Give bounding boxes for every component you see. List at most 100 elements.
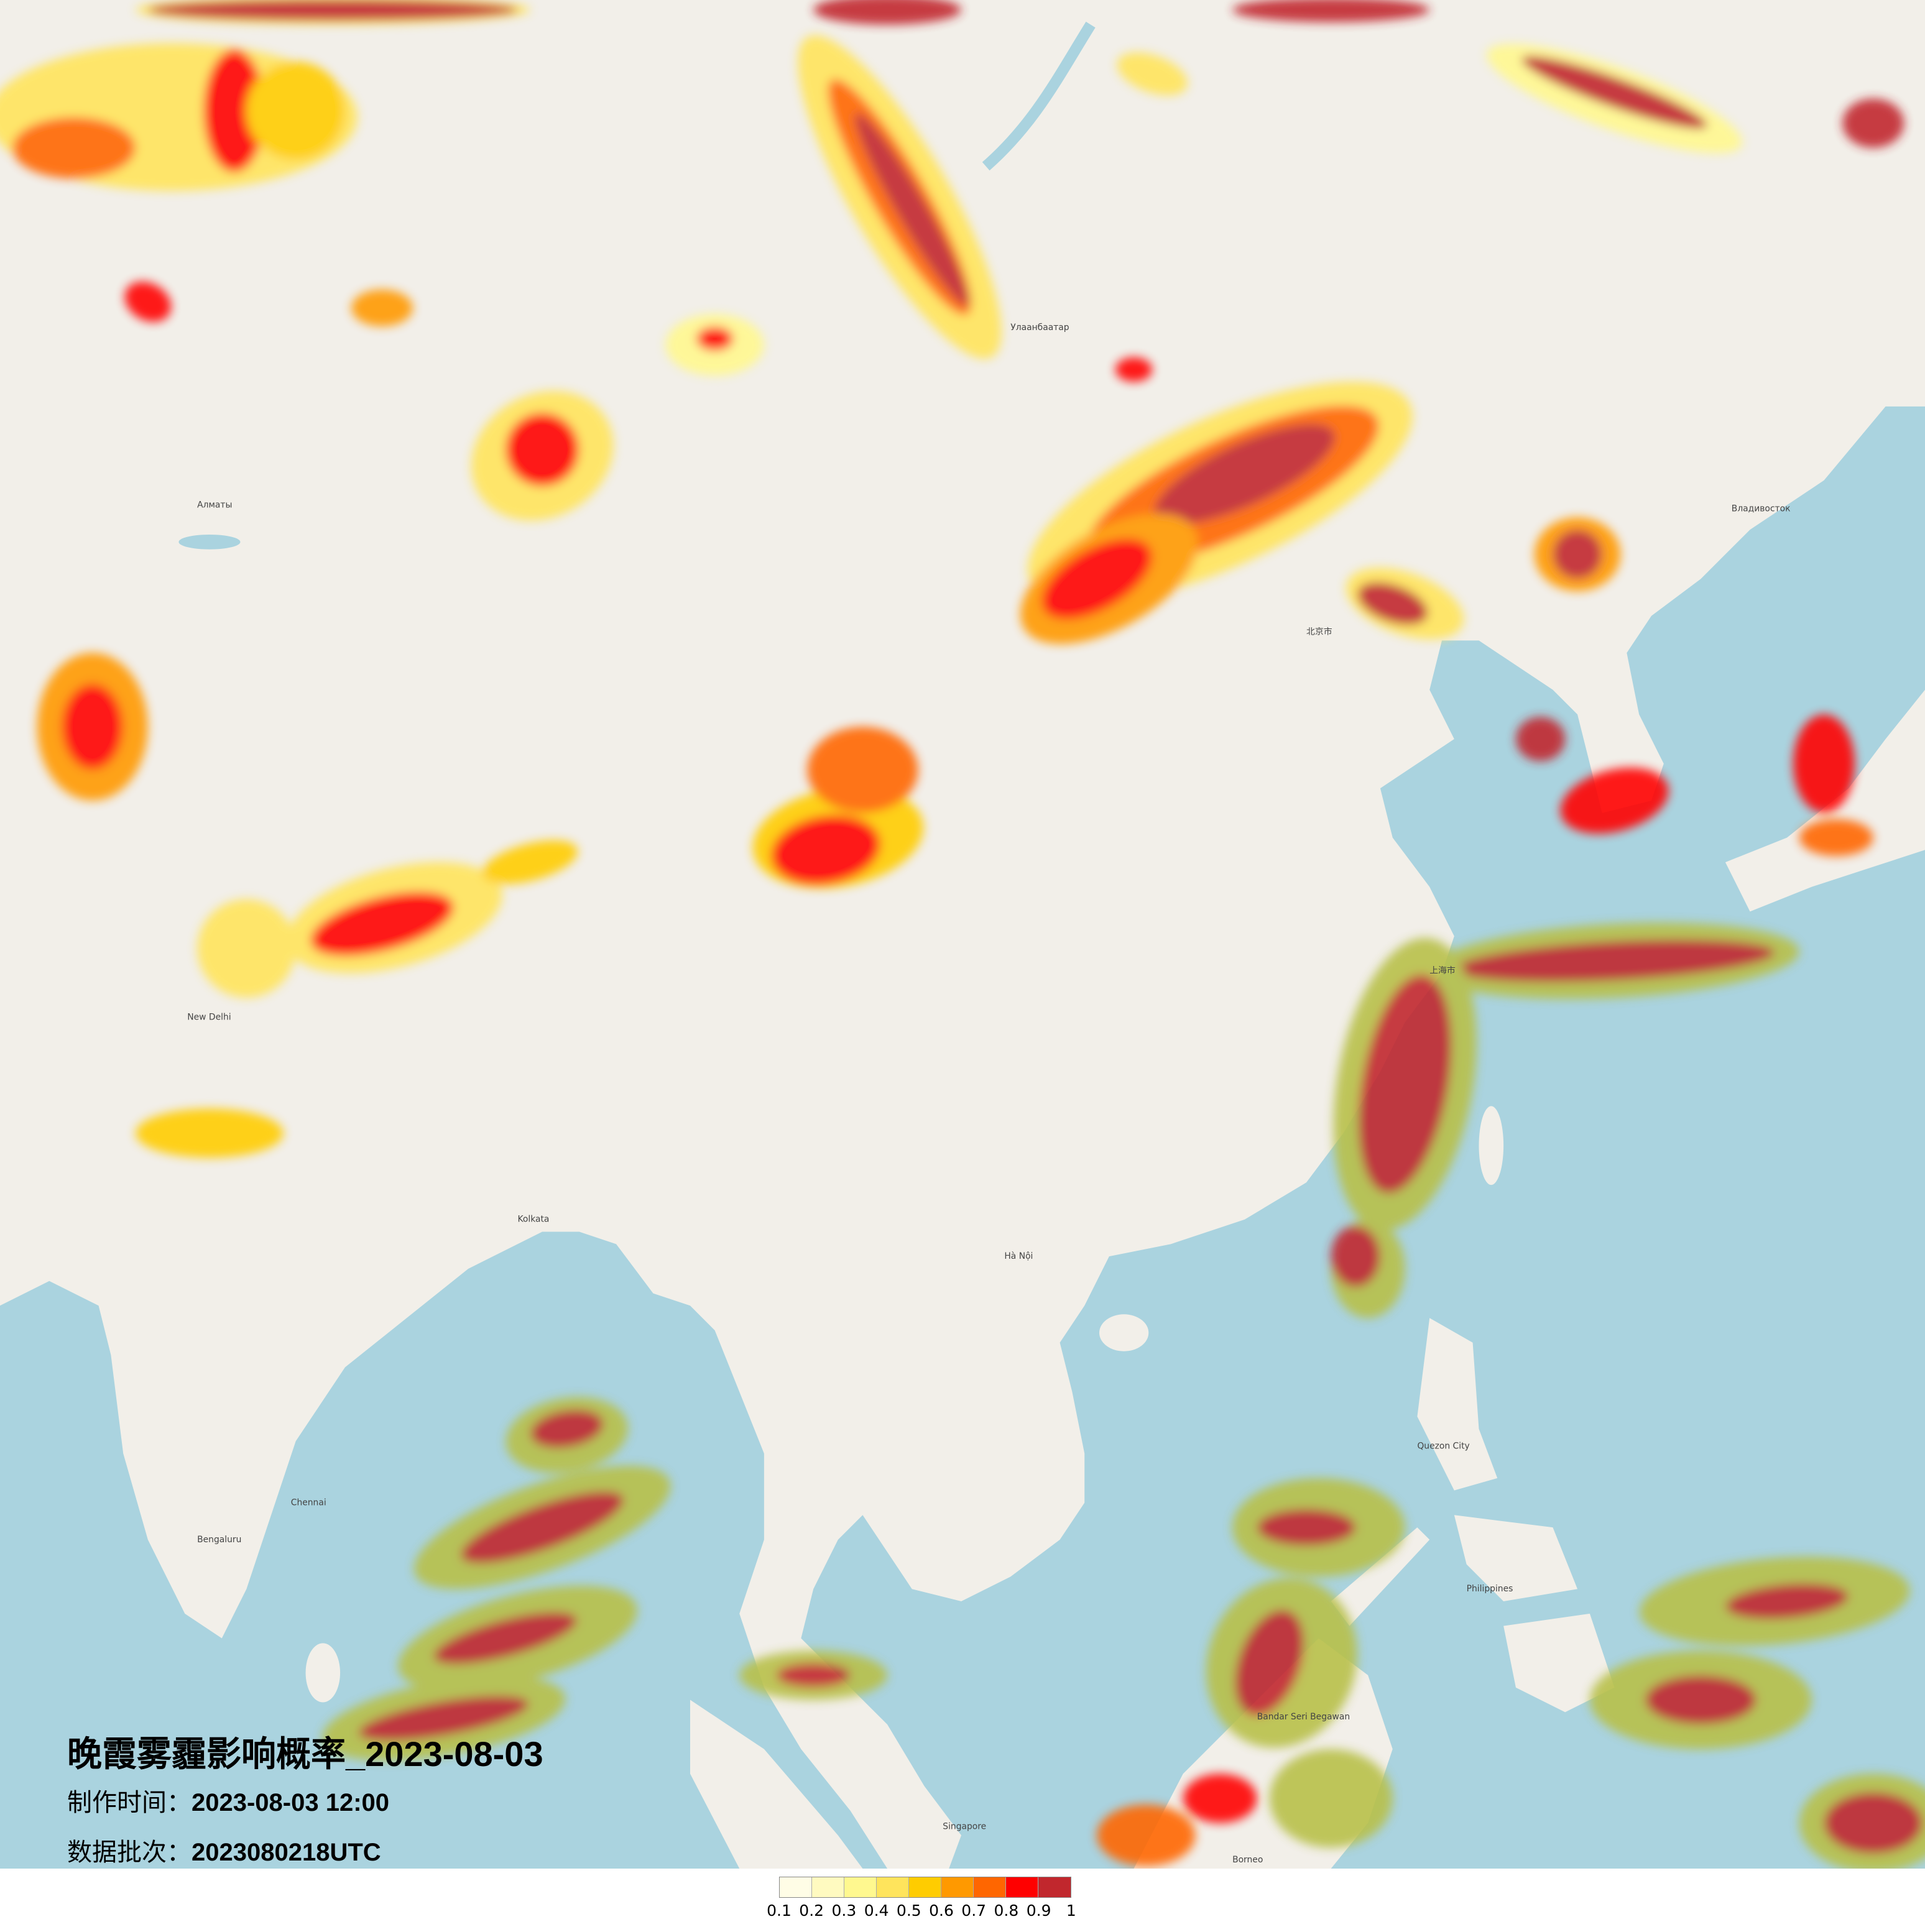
haze-probability-area [505,412,579,487]
legend-swatch [877,1877,909,1897]
city-label: Kolkata [517,1215,549,1225]
legend-label: 1 [1066,1902,1076,1920]
legend-bar [779,1877,1071,1898]
production-time-label: 制作时间： [67,1789,192,1816]
haze-probability-area [1183,1773,1257,1823]
legend-label: 0.8 [994,1902,1019,1920]
city-label: Алматы [197,500,232,510]
haze-probability-area [62,683,124,770]
legend-swatch [909,1877,941,1897]
map-title: 晚霞雾霾影响概率_2023-08-03 [67,1734,543,1773]
production-time-value: 2023-08-03 12:00 [192,1789,390,1816]
city-label: Singapore [943,1822,986,1832]
title-block: 晚霞雾霾影响概率_2023-08-03 制作时间：2023-08-03 12:0… [67,1734,543,1877]
haze-probability-area [433,1612,577,1665]
city-label: Владивосток [1732,504,1791,513]
haze-probability-area [1793,714,1855,813]
legend-swatch [844,1877,877,1897]
haze-probability-area [813,0,961,25]
haze-probability-area [807,727,918,813]
color-legend: 0.1 0.2 0.3 0.4 0.5 0.6 0.7 0.8 0.9 1 [767,1877,1076,1926]
haze-probability-area [124,281,172,322]
legend-swatch [941,1877,974,1897]
haze-probability-area [147,0,518,21]
legend-swatch [974,1877,1006,1897]
city-label: 北京市 [1306,626,1332,637]
data-batch-label: 数据批次： [67,1839,192,1866]
haze-probability-area [1842,98,1904,148]
haze-probability-area [197,899,296,998]
legend-label: 0.1 [767,1902,792,1920]
haze-probability-area [310,891,454,957]
data-batch: 数据批次：2023080218UTC [67,1828,543,1877]
map[interactable]: Алматы Улаанбаатар New Delhi Kolkata Chennai… [0,0,1925,1869]
haze-probability-area [1269,1749,1393,1848]
legend-label: 0.4 [864,1902,889,1920]
haze-probability-area [1560,767,1669,834]
haze-probability-area [1117,52,1188,96]
haze-probability-area [1358,974,1452,1194]
data-batch-value: 2023080218UTC [192,1839,381,1866]
city-label: 上海市 [1429,965,1456,975]
haze-probability-area [1041,538,1153,620]
haze-probability-area [482,840,578,885]
haze-probability-area [1515,717,1566,761]
legend-swatch [812,1877,844,1897]
legend-label: 0.5 [896,1902,921,1920]
haze-probability-area [1097,1804,1196,1867]
haze-probability-area [1331,1225,1380,1287]
haze-probability-area [776,1663,851,1688]
city-label: Hà Nội [1004,1251,1033,1261]
haze-probability-area [136,1108,284,1158]
sri-lanka [305,1643,341,1703]
legend-label: 0.2 [799,1902,824,1920]
city-label: Bandar Seri Begawan [1257,1712,1350,1722]
legend-label: 0.3 [831,1902,857,1920]
taiwan [1479,1106,1504,1185]
city-label: Borneo [1232,1855,1263,1865]
legend-label: 0.9 [1026,1902,1051,1920]
haze-probability-area [855,113,969,306]
haze-probability-area [1234,1609,1304,1716]
production-time: 制作时间：2023-08-03 12:00 [67,1778,543,1828]
city-label: Bengaluru [197,1535,241,1545]
haze-probability-area [1115,357,1153,382]
mindanao [1503,1613,1615,1713]
city-label: Улаанбаатар [1010,323,1069,333]
haze-probability-area [1645,1675,1757,1725]
legend-swatch [1006,1877,1038,1897]
haze-probability-area [1725,1583,1849,1619]
visayas [1454,1515,1578,1602]
haze-probability-area [1799,819,1873,857]
haze-probability-area [1454,939,1775,983]
legend-label: 0.7 [961,1902,987,1920]
haze-probability-area [358,1695,529,1741]
sumatra [690,1700,863,1869]
haze-probability-area [770,814,881,886]
lake-baikal [982,21,1096,171]
city-label: New Delhi [187,1013,231,1023]
hainan [1099,1314,1149,1351]
city-label: Quezon City [1417,1441,1469,1451]
legend-swatch [780,1877,812,1897]
haze-probability-area [246,62,345,160]
city-label: Philippines [1467,1584,1513,1594]
palawan [1331,1527,1430,1626]
haze-probability-area [12,117,136,179]
haze-probability-area [1232,0,1430,22]
haze-probability-area [530,1409,604,1448]
haze-probability-area [1553,530,1602,579]
japan [1725,689,1925,912]
luzon [1417,1318,1498,1491]
legend-swatch [1038,1877,1071,1897]
haze-probability-area [1824,1792,1923,1854]
haze-probability-area [203,49,265,173]
lake-balkhash [178,534,241,550]
legend-label: 0.6 [929,1902,954,1920]
haze-probability-area [351,289,413,327]
haze-probability-area [1521,55,1707,129]
legend-labels: 0.1 0.2 0.3 0.4 0.5 0.6 0.7 0.8 0.9 1 [767,1902,1076,1926]
haze-probability-area [696,326,734,351]
haze-probability-area [1257,1509,1356,1546]
city-label: Chennai [291,1497,326,1507]
